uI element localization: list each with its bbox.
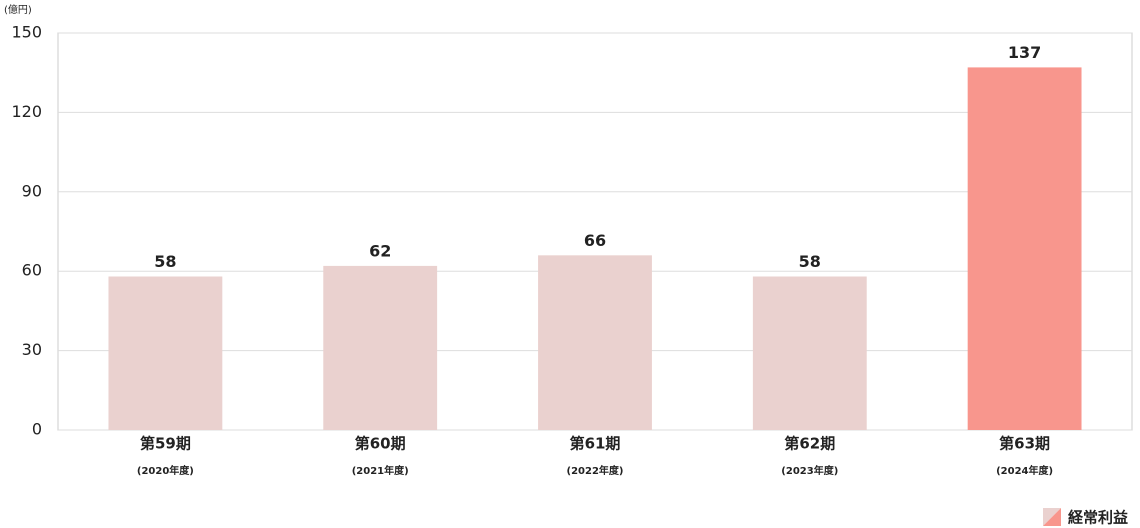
unit-label: (億円) [4, 3, 32, 16]
y-tick-label: 120 [11, 102, 42, 121]
legend-label: 経常利益 [1068, 509, 1128, 527]
bar [108, 276, 223, 430]
x-tick-sublabel: (2024年度) [996, 464, 1053, 477]
x-tick-label: 第61期 [570, 435, 621, 453]
x-tick-sublabel: (2022年度) [567, 464, 624, 477]
data-label: 66 [584, 231, 606, 250]
data-label: 58 [799, 252, 821, 271]
data-label: 62 [369, 241, 391, 260]
bar [967, 67, 1082, 430]
bar [538, 255, 652, 430]
y-tick-label: 90 [22, 181, 42, 200]
bar [752, 276, 867, 430]
x-tick-label: 第63期 [999, 435, 1050, 453]
y-tick-label: 30 [22, 340, 42, 359]
x-tick-sublabel: (2023年度) [781, 464, 838, 477]
x-tick-label: 第59期 [140, 435, 191, 453]
x-tick-sublabel: (2020年度) [137, 464, 194, 477]
bar [323, 265, 438, 430]
x-tick-sublabel: (2021年度) [352, 464, 409, 477]
y-tick-label: 0 [32, 420, 42, 439]
y-tick-label: 60 [22, 261, 42, 280]
data-label: 58 [154, 252, 176, 271]
x-tick-label: 第60期 [355, 435, 406, 453]
y-tick-label: 150 [11, 23, 42, 42]
x-tick-label: 第62期 [784, 435, 835, 453]
data-label: 137 [1008, 43, 1041, 62]
legend-swatch [1043, 508, 1061, 526]
